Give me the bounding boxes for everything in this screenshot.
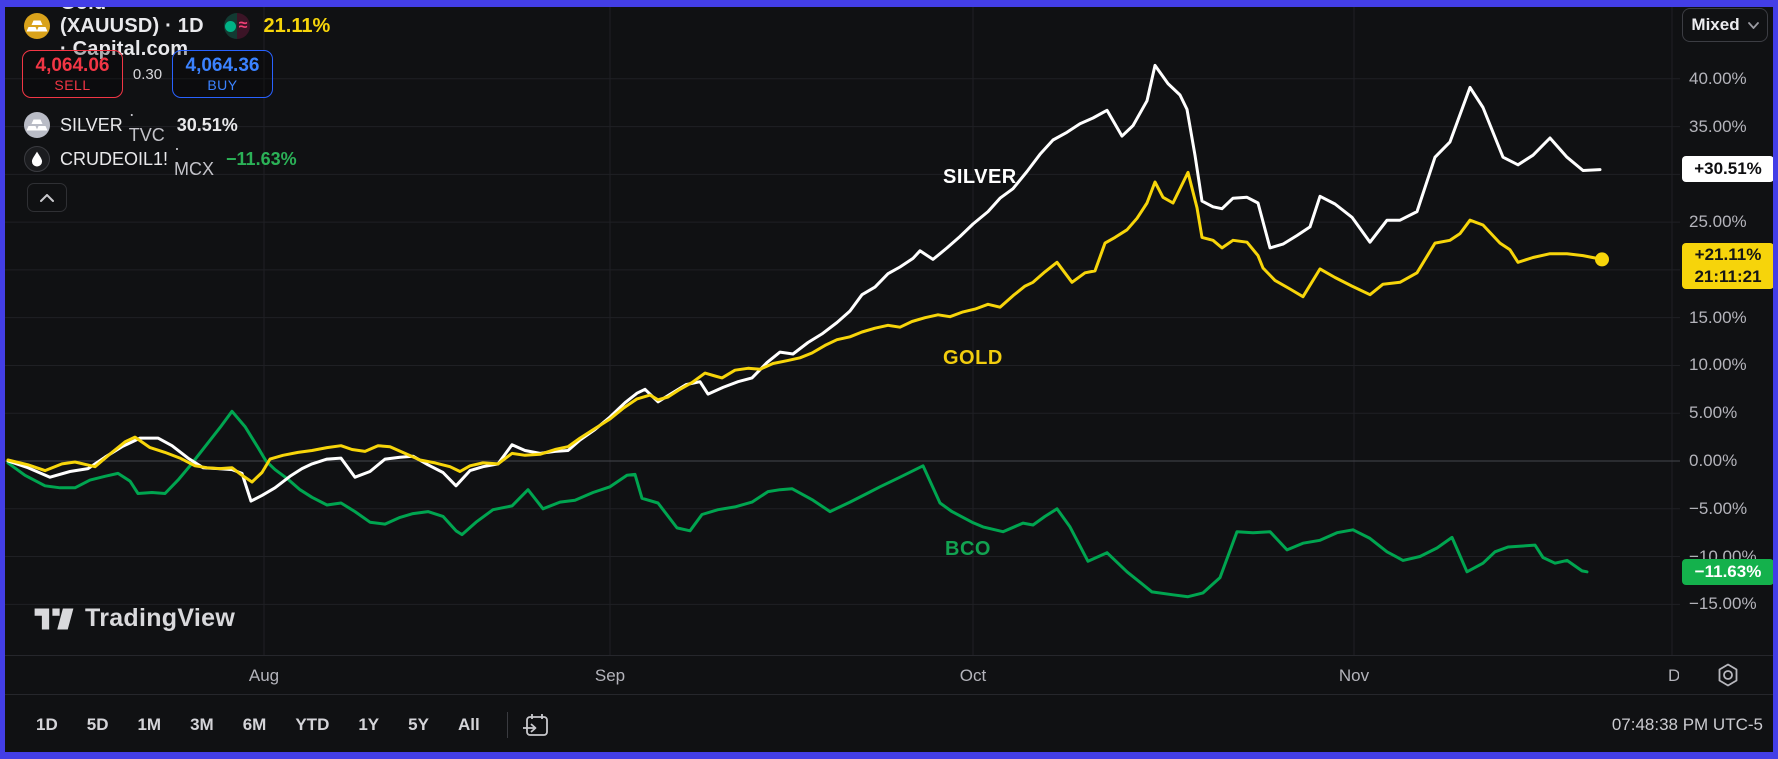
price-scale-tick: 35.00% — [1689, 116, 1747, 136]
price-scale[interactable]: 40.00% 35.00% 25.00% 15.00% 10.00% 5.00% 0.00%… — [1680, 0, 1778, 655]
scale-mode-label: Mixed — [1691, 15, 1740, 34]
range-button-1d[interactable]: 1D — [36, 715, 58, 734]
time-scale-label: D — [1668, 666, 1679, 685]
range-button-5y[interactable]: 5Y — [408, 715, 429, 734]
market-open-dot-icon — [223, 13, 237, 39]
sell-price: 4,064.06 — [35, 54, 110, 76]
tradingview-mark-icon — [34, 608, 74, 629]
chart-label-gold: GOLD — [943, 347, 1003, 369]
range-button-6m[interactable]: 6M — [242, 715, 267, 734]
range-button-5d[interactable]: 5D — [86, 715, 109, 734]
tradingview-logo[interactable]: TradingView — [33, 604, 235, 633]
scale-mode-dropdown[interactable]: Mixed — [1682, 8, 1768, 42]
series-line-gold — [6, 170, 1604, 484]
buy-label: BUY — [207, 76, 238, 93]
spread-value: 0.30 — [132, 65, 163, 83]
price-scale-tick: 5.00% — [1689, 403, 1738, 423]
compare-symbol: CRUDEOIL1! — [60, 148, 169, 169]
time-scale-label: Oct — [959, 666, 987, 685]
last-value-badge: +30.51% — [1682, 156, 1774, 183]
chart-settings-button[interactable] — [1714, 662, 1742, 690]
time-scale-label: Nov — [1338, 666, 1370, 685]
buy-price: 4,064.36 — [185, 54, 260, 76]
price-scale-tick: −5.00% — [1689, 498, 1748, 518]
compare-row-silver[interactable]: SILVER · TVC 30.51% — [24, 104, 238, 145]
chart-label-bco: BCO — [945, 538, 991, 560]
buy-button[interactable]: 4,064.36 BUY — [172, 50, 273, 98]
chevron-up-icon — [40, 193, 54, 202]
calendar-arrow-icon — [522, 714, 548, 736]
toolbar-divider — [506, 712, 508, 738]
price-scale-tick: 25.00% — [1689, 212, 1747, 232]
price-scale-tick: 0.00% — [1689, 451, 1738, 470]
last-value-badge: −11.63% — [1682, 559, 1774, 586]
sell-label: SELL — [54, 76, 91, 93]
range-button-1m[interactable]: 1M — [137, 715, 162, 734]
price-scale-tick: 15.00% — [1689, 307, 1747, 327]
compare-value: −11.63% — [226, 148, 297, 169]
date-range-buttons: 1D 5D 1M 3M 6M YTD 1Y 5Y All — [30, 712, 503, 738]
gear-icon — [1718, 663, 1738, 687]
last-price-dot-gold — [1595, 252, 1609, 267]
bottom-toolbar: 1D 5D 1M 3M 6M YTD 1Y 5Y All 07:48:38 PM UTC-5 — [0, 696, 1778, 754]
range-button-1y[interactable]: 1Y — [358, 715, 380, 734]
range-button-all[interactable]: All — [457, 715, 480, 734]
range-button-ytd[interactable]: YTD — [295, 715, 330, 734]
go-to-date-button[interactable] — [522, 712, 550, 738]
range-button-3m[interactable]: 3M — [190, 715, 214, 734]
price-chart-canvas[interactable] — [0, 0, 1680, 655]
session-clock[interactable]: 07:48:38 PM UTC-5 — [1611, 715, 1763, 734]
collapse-legend-button[interactable] — [27, 183, 67, 212]
symbol-title[interactable]: Gold (XAUUSD) · 1D · Capital.com — [60, 0, 204, 60]
sell-button[interactable]: 4,064.06 SELL — [22, 50, 123, 98]
oil-drop-icon — [24, 146, 50, 172]
series-line-bco — [6, 409, 1589, 599]
market-status-toggle[interactable]: ≈ — [223, 13, 250, 39]
time-scale-label: Aug — [248, 666, 280, 685]
price-scale-tick: 10.00% — [1689, 355, 1747, 375]
compare-symbol: SILVER — [60, 114, 123, 135]
series-line-silver — [6, 63, 1602, 503]
time-scale[interactable]: Aug Sep Oct Nov D — [0, 655, 1778, 695]
chart-label-silver: SILVER — [943, 166, 1017, 188]
time-scale-label: Sep — [594, 666, 626, 685]
price-scale-tick: −15.00% — [1689, 594, 1757, 614]
compare-row-crudeoil[interactable]: CRUDEOIL1! · MCX −11.63% — [24, 138, 297, 179]
approx-values-icon: ≈ — [236, 13, 250, 39]
tradingview-logo-text: TradingView — [85, 604, 236, 632]
compare-exchange: · MCX — [174, 138, 215, 179]
gold-ingots-icon — [24, 13, 50, 39]
symbol-change-percent: 21.11% — [263, 14, 331, 37]
compare-exchange: · TVC — [128, 104, 165, 145]
last-value-badge: +21.11% 21:11:21 — [1682, 243, 1774, 290]
chevron-down-icon — [1747, 21, 1759, 29]
compare-value: 30.51% — [176, 114, 238, 135]
silver-ingots-icon — [24, 112, 50, 138]
price-scale-tick: 40.00% — [1689, 68, 1747, 88]
